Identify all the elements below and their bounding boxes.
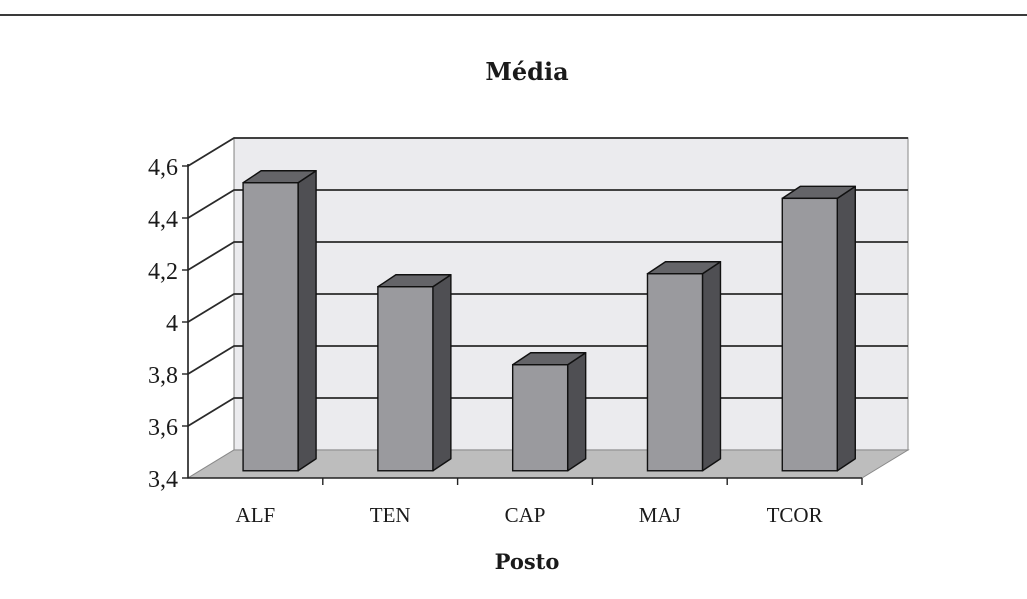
- gridline: [187, 241, 908, 271]
- x-axis-ticks: ALF TEN CAP MAJ TCOR: [236, 478, 863, 527]
- bar-side: [432, 274, 452, 472]
- x-tick-label: ALF: [236, 503, 276, 527]
- bar-cap: [511, 364, 569, 472]
- x-tick-label: TEN: [370, 503, 411, 527]
- bar-tcor: [781, 197, 838, 472]
- bar-maj: [646, 273, 704, 472]
- y-tick-label: 3,8: [148, 363, 178, 389]
- bar-alf: [242, 182, 299, 472]
- bar-side: [701, 261, 722, 472]
- chart-title: Média: [485, 57, 568, 86]
- x-tick-label: CAP: [505, 503, 546, 527]
- x-tick-label: MAJ: [639, 503, 681, 527]
- bar-side: [297, 170, 317, 472]
- y-tick-label: 4,4: [148, 207, 178, 233]
- y-tick-label: 4,2: [148, 259, 178, 285]
- y-tick-label: 4: [166, 311, 178, 337]
- bar-side: [836, 185, 856, 472]
- x-tick-label: TCOR: [767, 503, 823, 527]
- bar-ten: [377, 286, 434, 472]
- y-axis-ticks: 3,4 3,6 3,8 4 4,2 4,4 4,6: [148, 155, 188, 493]
- top-rule: [0, 14, 1027, 16]
- gridline: [187, 189, 908, 219]
- y-tick-label: 4,6: [148, 155, 178, 181]
- bars: [242, 170, 856, 472]
- x-axis-title: Posto: [495, 549, 560, 574]
- bar-side: [566, 352, 587, 472]
- gridline: [187, 137, 908, 167]
- y-tick-label: 3,6: [148, 415, 178, 441]
- y-tick-label: 3,4: [148, 467, 178, 493]
